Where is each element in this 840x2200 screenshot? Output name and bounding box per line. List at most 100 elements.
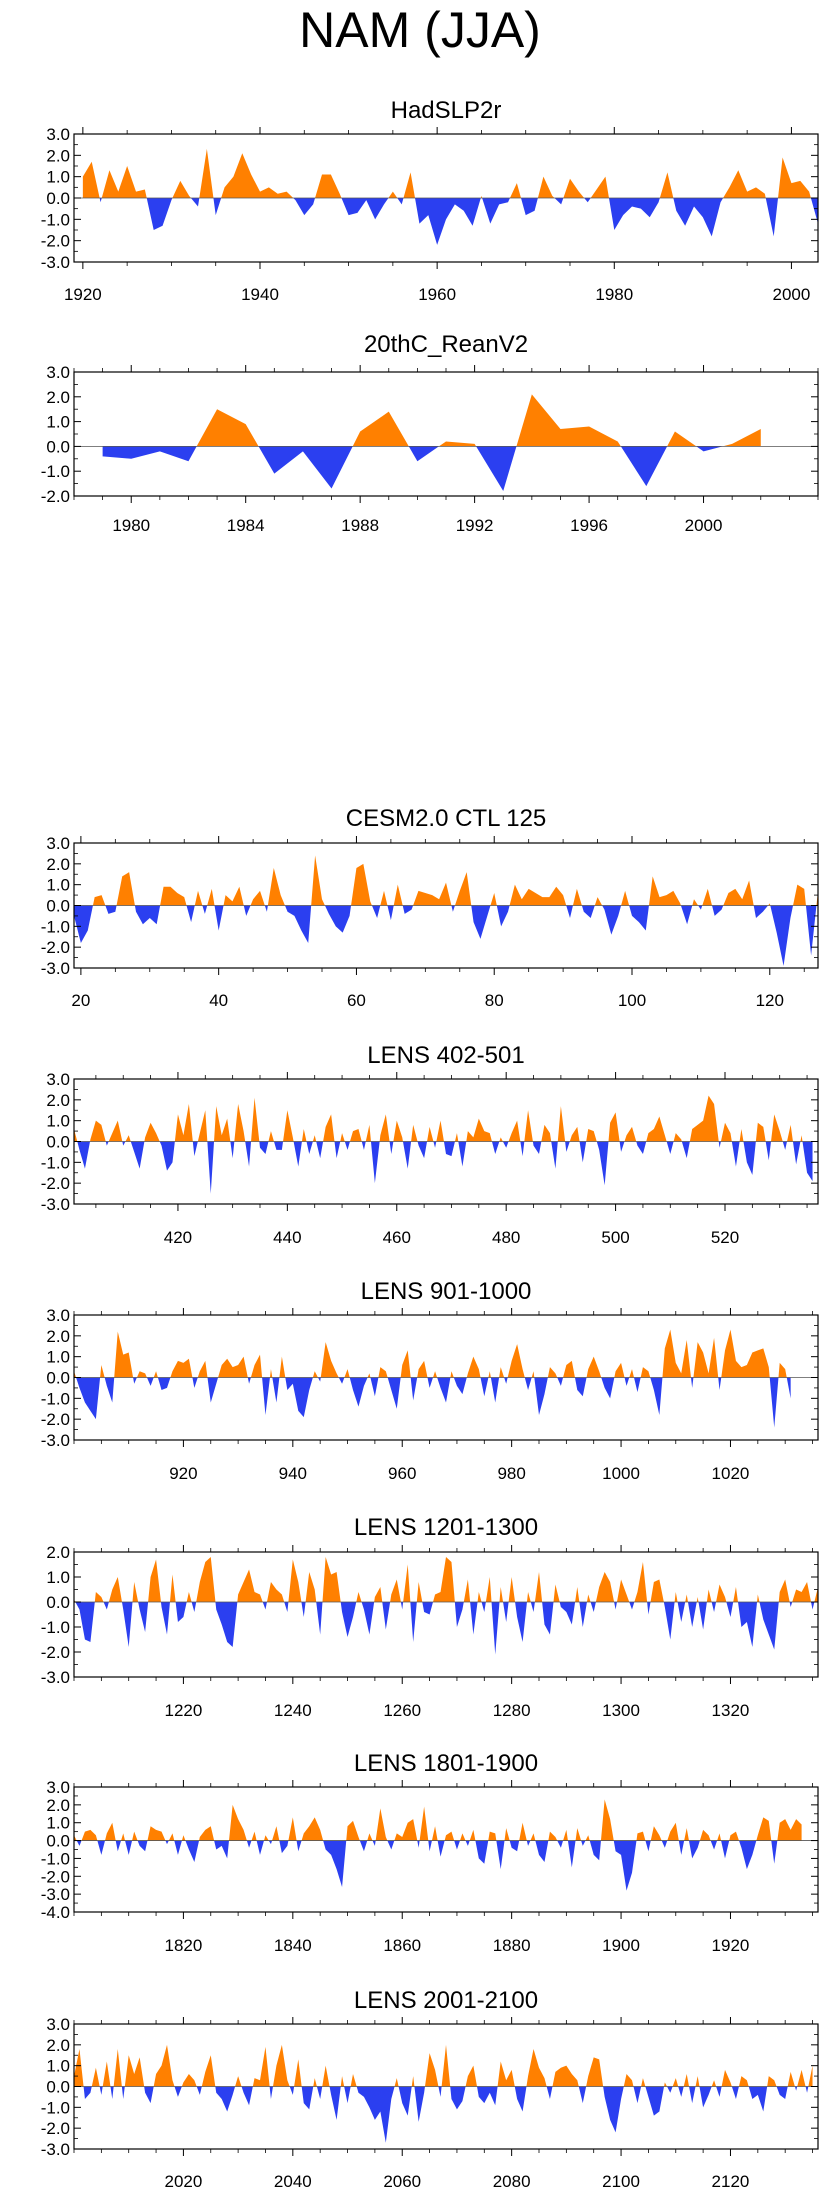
data-point — [670, 1831, 671, 1832]
data-point — [336, 1158, 337, 1159]
y-tick-label: -1.0 — [41, 2098, 70, 2117]
data-point — [303, 1616, 304, 1617]
data-point — [577, 1126, 578, 1127]
y-tick-label: 2.0 — [46, 1091, 70, 1110]
data-point — [139, 1168, 140, 1169]
data-point — [569, 917, 570, 918]
data-point — [102, 456, 103, 457]
data-point — [659, 1414, 660, 1415]
data-point — [675, 1591, 676, 1592]
data-point — [806, 1172, 807, 1173]
data-point — [320, 2098, 321, 2099]
data-point — [292, 1559, 293, 1560]
data-point — [335, 926, 336, 927]
data-point — [123, 2098, 124, 2099]
data-point — [280, 894, 281, 895]
data-point — [577, 2080, 578, 2081]
x-tick-label: 1260 — [383, 1701, 421, 1720]
x-tick-label: 1920 — [64, 285, 102, 304]
data-point — [582, 2103, 583, 2104]
data-point — [670, 1153, 671, 1154]
x-tick-label: 2040 — [274, 2172, 312, 2191]
data-point — [566, 1364, 567, 1365]
data-point — [177, 1854, 178, 1855]
data-point — [101, 2094, 102, 2095]
data-point — [292, 2094, 293, 2095]
data-point — [631, 1126, 632, 1127]
data-point — [760, 428, 761, 429]
data-point — [106, 1385, 107, 1386]
data-point — [424, 2092, 425, 2093]
data-point — [599, 1371, 600, 1372]
data-point — [383, 204, 384, 205]
data-point — [741, 1128, 742, 1129]
data-point — [774, 1427, 775, 1428]
data-point — [618, 915, 619, 916]
data-point — [139, 1371, 140, 1372]
positive-anomaly-area — [74, 2044, 813, 2087]
data-point — [183, 1616, 184, 1617]
data-point — [596, 189, 597, 190]
data-point — [653, 2115, 654, 2116]
data-point — [232, 1158, 233, 1159]
data-point — [298, 1410, 299, 1411]
x-tick-label: 2000 — [773, 285, 811, 304]
data-point — [746, 1869, 747, 1870]
data-point — [239, 886, 240, 887]
data-point — [390, 919, 391, 920]
data-point — [227, 1641, 228, 1642]
x-tick-label: 1880 — [493, 1936, 531, 1955]
data-point — [653, 1826, 654, 1827]
data-point — [336, 1373, 337, 1374]
y-tick-label: -1.0 — [41, 1849, 70, 1868]
data-point — [295, 200, 296, 201]
data-point — [424, 1360, 425, 1361]
data-point — [785, 1149, 786, 1150]
data-point — [522, 1369, 523, 1370]
data-point — [620, 1151, 621, 1152]
data-point — [796, 2090, 797, 2091]
data-point — [320, 1829, 321, 1830]
y-tick-label: -1.0 — [41, 462, 70, 481]
y-tick-label: 0.0 — [46, 437, 70, 456]
data-point — [159, 451, 160, 452]
data-point — [242, 153, 243, 154]
y-tick-label: 0.0 — [46, 1832, 70, 1851]
data-point — [248, 1847, 249, 1848]
data-point — [304, 214, 305, 215]
data-point — [659, 2111, 660, 2112]
data-point — [670, 1639, 671, 1640]
negative-anomaly-area — [74, 2086, 813, 2143]
data-point — [94, 897, 95, 898]
data-point — [489, 1371, 490, 1372]
data-point — [440, 1856, 441, 1857]
data-point — [517, 1851, 518, 1852]
data-point — [462, 1833, 463, 1834]
data-point — [495, 1833, 496, 1834]
data-point — [445, 2044, 446, 2045]
data-point — [259, 1854, 260, 1855]
data-point — [522, 1155, 523, 1156]
data-point — [610, 1581, 611, 1582]
data-point — [555, 1168, 556, 1169]
data-point — [806, 1581, 807, 1582]
data-point — [396, 1120, 397, 1121]
data-point — [248, 2105, 249, 2106]
data-point — [544, 1124, 545, 1125]
y-tick-label: 1.0 — [46, 168, 70, 187]
data-point — [84, 1402, 85, 1403]
data-point — [238, 1103, 239, 1104]
data-point — [764, 193, 765, 194]
data-point — [785, 2098, 786, 2099]
data-point — [199, 1581, 200, 1582]
data-point — [587, 202, 588, 203]
data-point — [216, 409, 217, 410]
data-point — [117, 1120, 118, 1121]
data-point — [800, 180, 801, 181]
plot-frame — [73, 1786, 819, 1913]
data-point — [719, 1584, 720, 1585]
data-point — [131, 458, 132, 459]
data-point — [396, 2078, 397, 2079]
data-point — [166, 1170, 167, 1171]
data-point — [286, 191, 287, 192]
